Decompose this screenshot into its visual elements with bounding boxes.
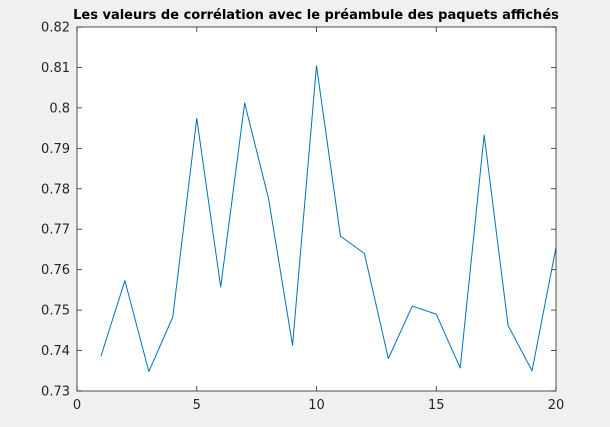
plot-frame <box>76 26 557 392</box>
y-tick-label: 0.81 <box>41 61 70 76</box>
x-tick-label: 5 <box>193 398 201 413</box>
y-tick-label: 0.82 <box>41 21 70 36</box>
y-tick-label: 0.74 <box>41 344 70 359</box>
y-tick-label: 0.8 <box>49 101 70 116</box>
x-tick-label: 15 <box>428 398 445 413</box>
y-tick-label: 0.76 <box>41 263 70 278</box>
x-tick-label: 20 <box>548 398 565 413</box>
y-axis-ticks: 0.73 0.74 0.75 0.76 0.77 0.78 0.79 0.8 0.81 0.82 <box>41 21 556 400</box>
x-axis-ticks: 0 5 10 15 20 <box>73 27 564 413</box>
series-group <box>100 65 557 373</box>
x-tick-label: 0 <box>73 398 81 413</box>
y-tick-label: 0.77 <box>41 223 70 238</box>
y-tick-label: 0.75 <box>41 304 70 319</box>
chart-title: Les valeurs de corrélation avec le préam… <box>73 8 559 23</box>
x-tick-label: 10 <box>308 398 325 413</box>
y-tick-label: 0.79 <box>41 142 70 157</box>
series-line-0 <box>100 65 557 373</box>
y-tick-label: 0.78 <box>41 182 70 197</box>
plot-area <box>77 27 556 391</box>
y-tick-label: 0.73 <box>41 385 70 400</box>
